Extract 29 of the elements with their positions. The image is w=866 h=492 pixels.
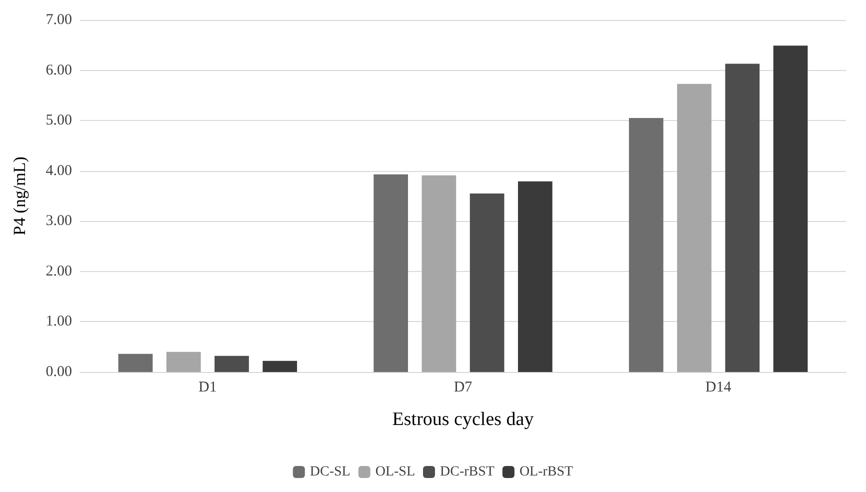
y-tick-label: 7.00 — [46, 12, 72, 28]
y-axis-title: P4 (ng/mL) — [10, 156, 29, 236]
legend-label: OL-SL — [375, 464, 416, 480]
bar — [725, 64, 760, 372]
y-tick-label: 0.00 — [46, 364, 72, 380]
bar — [214, 356, 249, 372]
x-tick-label: D7 — [454, 380, 473, 396]
y-tick-label: 4.00 — [46, 162, 72, 179]
legend-label: DC-rBST — [440, 464, 495, 480]
x-tick-label: D14 — [705, 380, 732, 396]
legend-label: OL-rBST — [519, 464, 574, 480]
bar — [628, 118, 664, 372]
bar — [422, 175, 456, 372]
bar — [118, 354, 153, 372]
bar — [374, 174, 408, 372]
bar — [262, 360, 298, 372]
y-tick-label: 5.00 — [46, 112, 72, 129]
bar — [166, 352, 201, 372]
y-tick-label: 6.00 — [46, 62, 72, 78]
y-tick-label: 1.00 — [46, 314, 72, 330]
bar — [773, 46, 808, 372]
y-tick-label: 2.00 — [46, 263, 72, 280]
x-axis-title: Estrous cycles day — [392, 409, 534, 430]
legend-label: DC-SL — [310, 464, 350, 480]
x-tick-label: D1 — [198, 380, 217, 396]
bar — [518, 181, 552, 372]
bar — [470, 193, 504, 372]
bar — [677, 84, 712, 372]
y-tick-label: 3.00 — [46, 213, 72, 230]
